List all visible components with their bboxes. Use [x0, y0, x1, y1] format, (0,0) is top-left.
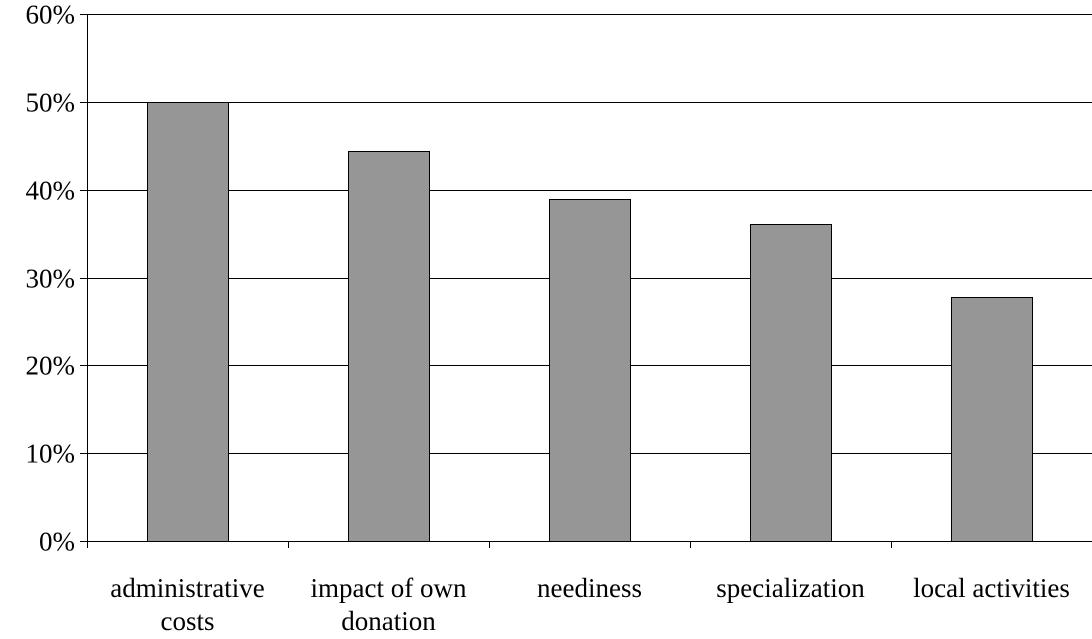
y-tick-label: 50% [26, 88, 76, 118]
y-tick-label: 60% [26, 0, 76, 30]
x-axis-category-labels: administrative costs impact of own donation… [110, 573, 1070, 636]
bar [750, 224, 832, 542]
bar [549, 199, 631, 542]
y-tick-label: 30% [26, 264, 76, 294]
y-tick-label: 10% [26, 439, 76, 469]
y-tick-label: 20% [26, 351, 76, 381]
bar [348, 151, 430, 542]
x-category-label: impact of own donation [311, 573, 467, 636]
axes [80, 14, 1092, 548]
bar [951, 297, 1033, 542]
y-tick-label: 0% [39, 527, 75, 557]
x-category-label: specialization [716, 573, 865, 603]
y-tick-label: 40% [26, 176, 76, 206]
y-axis-tick-labels: 0% 10% 20% 30% 40% 50% 60% [26, 0, 76, 557]
x-category-label: administrative costs [110, 573, 264, 636]
x-category-label: local activities [913, 573, 1070, 603]
x-category-label: neediness [537, 573, 642, 603]
bar [147, 102, 229, 542]
bars [147, 102, 1033, 542]
